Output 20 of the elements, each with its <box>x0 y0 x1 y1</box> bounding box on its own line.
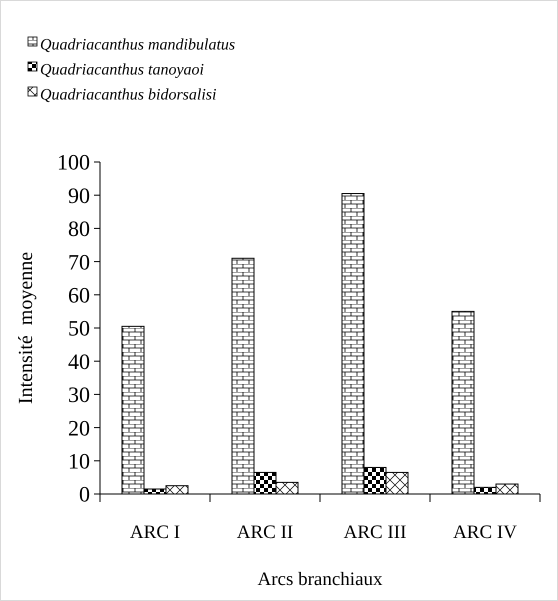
legend-label: Quadriacanthus mandibulatus <box>40 36 236 54</box>
x-tick-label: ARC IV <box>453 522 518 543</box>
y-tick-label: 30 <box>68 382 90 408</box>
y-axis-title: Intensité moyenne <box>15 252 37 404</box>
x-tick-label: ARC II <box>236 522 294 543</box>
y-tick-label: 20 <box>68 415 90 440</box>
y-tick-label: 90 <box>68 182 90 208</box>
legend-label: Quadriacanthus bidorsalisi <box>40 86 216 104</box>
y-tick-label: 50 <box>68 316 90 341</box>
y-tick-label: 100 <box>57 150 90 175</box>
y-tick-label: 80 <box>68 216 90 242</box>
y-tick-label: 40 <box>68 348 90 374</box>
y-tick-label: 10 <box>68 448 90 474</box>
y-tick-label: 0 <box>79 482 90 507</box>
x-tick-label: ARC I <box>130 522 180 543</box>
x-tick-label: ARC III <box>344 522 406 543</box>
y-tick-label: 70 <box>68 249 90 274</box>
y-tick-label: 60 <box>68 282 90 308</box>
legend-label: Quadriacanthus tanoyaoi <box>40 62 204 79</box>
x-axis-title: Arcs branchiaux <box>257 569 384 590</box>
